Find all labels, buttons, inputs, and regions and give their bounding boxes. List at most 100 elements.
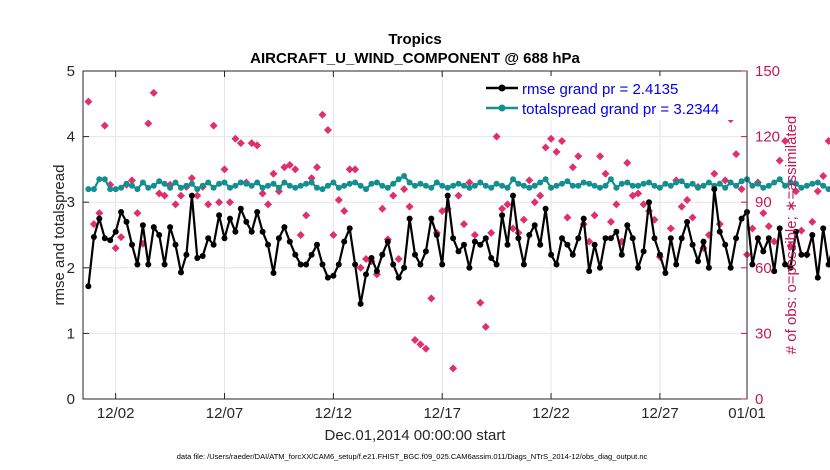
spread-point — [461, 182, 467, 189]
spread-point — [161, 180, 168, 187]
obs-marker — [340, 206, 349, 215]
spread-point — [101, 176, 108, 183]
rmse-point — [466, 264, 473, 271]
obs-marker — [356, 263, 365, 272]
obs-marker — [819, 171, 828, 180]
obs-marker — [133, 209, 142, 218]
rmse-point — [439, 261, 446, 268]
spread-point — [145, 184, 152, 191]
rmse-point — [575, 235, 582, 242]
spread-point — [308, 179, 315, 186]
spread-point — [270, 180, 277, 187]
rmse-point — [602, 235, 609, 242]
rmse-point — [412, 251, 418, 258]
spread-point — [319, 186, 326, 193]
y-right-tick-label: 150 — [755, 63, 780, 80]
rmse-point — [504, 241, 511, 248]
spread-point — [803, 182, 810, 189]
spread-point — [227, 184, 233, 191]
spread-point — [624, 179, 631, 186]
rmse-point — [607, 235, 614, 242]
rmse-point — [324, 274, 331, 281]
rmse-point — [319, 261, 326, 268]
rmse-point — [401, 264, 408, 271]
spread-point — [314, 184, 320, 191]
spread-point — [646, 179, 652, 186]
y-axis-right-ticks: 0 30 60 90 120 150 — [741, 63, 780, 408]
spread-point — [515, 180, 522, 187]
obs-marker — [302, 211, 311, 220]
x-tick-label: 01/01 — [728, 405, 766, 422]
obs-marker — [748, 224, 757, 233]
spread-point — [798, 184, 805, 191]
obs-marker — [601, 169, 610, 178]
obs-marker — [536, 191, 545, 200]
rmse-point — [471, 238, 478, 245]
obs-marker — [127, 176, 136, 185]
rmse-point — [406, 215, 413, 222]
rmse-point — [444, 192, 451, 199]
rmse-point — [341, 238, 348, 245]
rmse-point — [798, 251, 805, 258]
rmse-point — [673, 261, 680, 268]
rmse-point — [259, 228, 266, 235]
spread-point — [618, 180, 625, 187]
y-tick-label: 2 — [67, 260, 75, 277]
obs-marker — [296, 231, 305, 239]
spread-point — [727, 179, 734, 186]
spread-point — [243, 180, 250, 187]
obs-marker — [688, 213, 697, 222]
spread-point — [303, 180, 310, 187]
rmse-point — [537, 241, 544, 248]
rmse-point — [433, 232, 440, 238]
obs-marker — [236, 139, 245, 148]
x-tick-label: 12/17 — [423, 405, 461, 422]
rmse-point — [199, 253, 206, 259]
obs-marker — [378, 204, 387, 213]
spread-point — [765, 182, 772, 189]
obs-marker — [345, 165, 354, 174]
obs-marker — [144, 119, 153, 128]
spread-point — [738, 178, 745, 185]
obs-marker — [623, 158, 632, 167]
rmse-point — [303, 261, 310, 268]
rmse-point — [542, 205, 549, 212]
obs-marker — [449, 364, 458, 373]
rmse-point — [651, 235, 658, 242]
spread-point — [412, 182, 418, 189]
spread-point — [90, 186, 97, 193]
rmse-point — [172, 241, 179, 248]
rmse-point — [308, 251, 315, 258]
obs-marker — [95, 209, 104, 218]
rmse-point — [493, 261, 500, 268]
rmse-point — [395, 274, 402, 281]
spread-point — [292, 184, 299, 191]
spread-point — [96, 176, 103, 183]
spread-point — [580, 179, 587, 186]
rmse-point — [613, 228, 620, 235]
obs-marker — [465, 178, 474, 187]
spread-point — [667, 182, 674, 189]
y-right-tick-label: 90 — [755, 194, 772, 211]
spread-point — [760, 184, 767, 191]
rmse-point — [112, 228, 119, 235]
rmse-point — [597, 264, 603, 271]
spread-point — [488, 184, 495, 191]
spread-point — [368, 180, 375, 187]
rmse-point — [564, 241, 571, 248]
spread-point — [548, 184, 555, 191]
spread-point — [379, 182, 386, 189]
spread-point — [134, 186, 141, 193]
obs-marker — [574, 152, 583, 161]
spread-point — [237, 179, 244, 186]
rmse-point — [150, 224, 157, 231]
rmse-point — [118, 209, 125, 215]
obs-marker — [253, 141, 262, 150]
obs-marker — [334, 196, 343, 205]
rmse-point — [765, 235, 772, 242]
obs-marker — [808, 217, 817, 226]
spread-point — [493, 180, 500, 187]
rmse-point — [379, 251, 386, 258]
spread-point — [531, 182, 538, 189]
spread-point — [716, 180, 723, 187]
